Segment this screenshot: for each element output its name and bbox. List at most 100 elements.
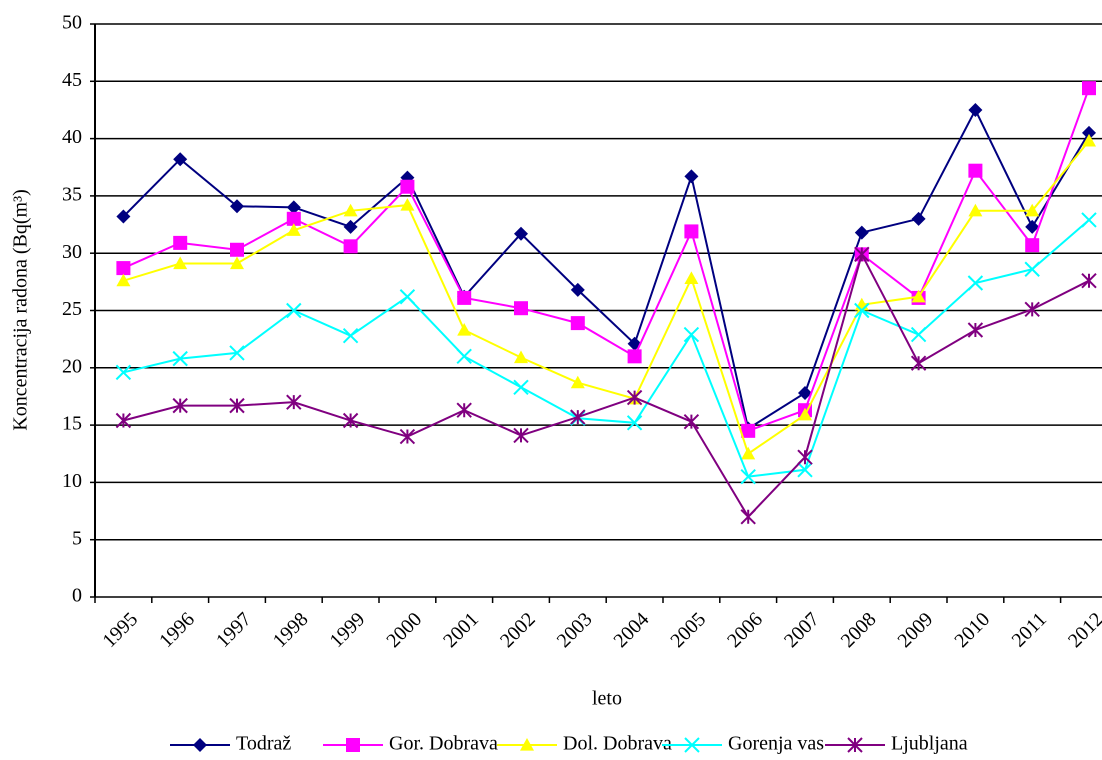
data-point xyxy=(115,364,132,381)
y-tick-label: 45 xyxy=(62,69,82,91)
data-point xyxy=(172,350,188,367)
data-point xyxy=(457,290,472,305)
data-point xyxy=(1081,212,1097,228)
data-point xyxy=(1024,301,1040,318)
data-point xyxy=(230,242,244,257)
data-point xyxy=(456,348,472,365)
legend-label: Ljubljana xyxy=(891,733,968,755)
x-tick-label: 2011 xyxy=(1008,608,1051,651)
y-tick-label: 10 xyxy=(62,470,82,492)
data-point xyxy=(570,409,586,425)
y-tick-label: 5 xyxy=(72,527,82,549)
series-line xyxy=(123,251,1090,519)
data-point xyxy=(286,200,301,215)
y-tick-label: 15 xyxy=(62,413,82,435)
x-tick-label: 2004 xyxy=(610,608,654,652)
data-point xyxy=(798,407,812,421)
data-point xyxy=(740,509,756,525)
series-line xyxy=(123,219,1090,478)
x-tick-label: 2001 xyxy=(439,608,483,652)
legend-label: Todraž xyxy=(236,733,291,755)
data-point xyxy=(968,203,983,217)
data-point xyxy=(684,271,699,285)
data-point xyxy=(342,328,359,344)
data-point xyxy=(229,397,245,414)
x-axis-label: leto xyxy=(592,688,622,710)
series-line xyxy=(122,107,1090,431)
data-point xyxy=(854,246,870,263)
data-point xyxy=(626,415,643,431)
data-point xyxy=(286,394,302,410)
data-point xyxy=(570,375,585,389)
x-tick-label: 2005 xyxy=(666,608,710,652)
data-point xyxy=(740,468,756,485)
x-tick-label: 2000 xyxy=(382,608,426,652)
x-tick-label: 2010 xyxy=(950,608,994,652)
data-point xyxy=(910,355,927,371)
data-point xyxy=(911,289,926,303)
x-tick-label: 2007 xyxy=(780,608,824,652)
legend-label: Dol. Dobrava xyxy=(563,733,672,755)
data-point xyxy=(1024,261,1040,277)
data-point xyxy=(1081,272,1097,289)
data-point xyxy=(570,316,585,331)
data-point xyxy=(910,326,927,343)
data-point xyxy=(457,322,472,336)
data-point xyxy=(116,273,131,287)
x-tick-label: 1997 xyxy=(212,608,256,652)
legend-item: Gor. Dobrava xyxy=(323,733,498,755)
data-point xyxy=(1025,219,1040,234)
data-point xyxy=(626,389,643,406)
data-point xyxy=(1025,203,1040,217)
data-point xyxy=(115,412,132,429)
data-point xyxy=(684,224,699,239)
data-point xyxy=(229,345,245,361)
x-tick-label: 2003 xyxy=(553,608,597,652)
x-tick-label: 1999 xyxy=(326,608,370,652)
data-point xyxy=(173,152,188,167)
legend-item: Gorenja vas xyxy=(662,733,824,755)
data-point xyxy=(399,289,416,305)
legend-marker xyxy=(346,738,360,752)
data-point xyxy=(342,412,359,429)
data-point xyxy=(968,163,983,178)
legend-marker xyxy=(847,737,863,753)
series-line xyxy=(123,140,1090,456)
data-point xyxy=(286,211,301,226)
y-tick-label: 50 xyxy=(62,12,82,34)
data-point xyxy=(343,239,358,254)
x-tick-label: 1995 xyxy=(98,608,142,652)
data-point xyxy=(683,326,700,343)
legend-marker xyxy=(520,738,534,751)
data-point xyxy=(570,282,585,297)
data-point xyxy=(911,211,926,226)
data-point xyxy=(683,413,700,430)
data-point xyxy=(797,449,813,465)
data-point xyxy=(173,235,188,250)
x-tick-label: 2008 xyxy=(837,608,881,652)
x-tick-label: 2006 xyxy=(723,608,767,652)
data-point xyxy=(343,203,358,217)
data-point xyxy=(286,223,301,236)
data-point xyxy=(741,423,756,438)
y-tick-label: 35 xyxy=(62,183,82,205)
data-point xyxy=(514,226,528,241)
data-point xyxy=(400,198,415,211)
data-point xyxy=(513,379,529,395)
data-point xyxy=(968,102,983,117)
data-point xyxy=(741,446,756,460)
data-point xyxy=(230,256,244,270)
y-tick-label: 20 xyxy=(62,355,82,377)
data-point xyxy=(116,209,131,224)
data-point xyxy=(627,349,642,364)
data-point xyxy=(286,302,302,319)
legend-item: Dol. Dobrava xyxy=(497,733,672,755)
y-tick-label: 30 xyxy=(62,241,82,263)
legend-label: Gorenja vas xyxy=(728,733,824,755)
x-tick-label: 1998 xyxy=(269,608,313,652)
x-tick-label: 2012 xyxy=(1064,608,1102,652)
data-point xyxy=(343,219,358,234)
data-point xyxy=(230,199,244,214)
x-tick-label: 1996 xyxy=(155,608,199,652)
data-point xyxy=(1025,238,1040,253)
